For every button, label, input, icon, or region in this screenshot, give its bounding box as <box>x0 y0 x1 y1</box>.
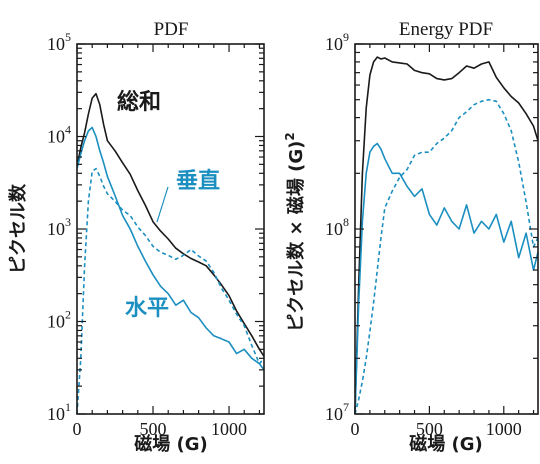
panel-pdf-ticks <box>76 43 264 415</box>
x-tick-label: 0 <box>351 419 360 439</box>
annotation-vertical-pointer <box>156 186 169 223</box>
panel-energy-pdf-xtick-labels: 0 500 1000 <box>351 419 522 439</box>
series-line-total-energy-pdf <box>354 56 539 415</box>
panel-energy-pdf-ylabel: ピクセル数 × 磁場 (G) <box>285 141 307 332</box>
y-tick-label-base: 10 <box>325 219 343 239</box>
panel-pdf-frame <box>76 43 265 415</box>
panel-pdf-xtick-labels: 0 500 1000 <box>73 419 248 439</box>
panel-energy-pdf-frame <box>354 43 539 415</box>
y-tick-label: 108 <box>325 215 349 239</box>
y-tick-label-exp: 2 <box>65 308 71 322</box>
annotation-total: 総和 <box>117 89 161 115</box>
y-tick-label-exp: 3 <box>65 215 71 229</box>
y-tick-label-base: 10 <box>47 34 65 54</box>
annotation-vertical: 垂直 <box>176 168 220 194</box>
panel-pdf-xlabel: 磁場 (G) <box>134 433 208 455</box>
y-tick-label: 107 <box>325 400 349 424</box>
annotation-horizontal: 水平 <box>125 296 169 321</box>
y-tick-label-base: 10 <box>47 404 65 424</box>
panel-pdf-ylabel: ピクセル数 <box>7 183 29 274</box>
panel-energy-pdf-title: Energy PDF <box>399 19 493 40</box>
y-tick-label-exp: 7 <box>343 400 349 414</box>
series-line-horizontal-pdf <box>76 126 265 371</box>
y-tick-label: 102 <box>47 308 71 332</box>
panel-pdf-series <box>76 92 265 415</box>
y-tick-label: 103 <box>47 215 71 239</box>
y-tick-label: 104 <box>47 123 71 147</box>
y-tick-label-exp: 5 <box>65 30 71 44</box>
series-line-horizontal-energy-pdf <box>354 142 539 415</box>
panel-energy-pdf-xlabel: 磁場 (G) <box>409 433 483 455</box>
x-tick-label: 500 <box>416 419 443 439</box>
y-tick-label: 105 <box>47 30 71 54</box>
panel-pdf-title: PDF <box>154 19 189 40</box>
panel-energy-pdf-ticks <box>354 43 538 415</box>
panel-energy-pdf-series <box>354 56 539 415</box>
y-tick-label-base: 10 <box>325 404 343 424</box>
series-line-vertical-energy-pdf <box>354 98 539 415</box>
panel-energy-pdf-ylabel-exp: 2 <box>283 132 297 140</box>
y-tick-label: 101 <box>47 400 71 424</box>
y-tick-label: 109 <box>325 30 349 54</box>
y-tick-label-base: 10 <box>47 219 65 239</box>
y-tick-label-base: 10 <box>325 34 343 54</box>
y-tick-label-base: 10 <box>47 127 65 147</box>
x-tick-label: 1000 <box>486 419 522 439</box>
y-tick-label-exp: 9 <box>343 30 349 44</box>
y-tick-label-base: 10 <box>47 312 65 332</box>
x-tick-label: 500 <box>140 419 167 439</box>
series-line-vertical-pdf <box>76 167 265 415</box>
x-tick-label: 0 <box>73 419 82 439</box>
x-tick-label: 1000 <box>211 419 247 439</box>
y-tick-label-exp: 4 <box>65 123 71 137</box>
svg-text:ピクセル数 × 磁場 (G)2: ピクセル数 × 磁場 (G)2 <box>283 132 307 331</box>
y-tick-label-exp: 1 <box>65 400 71 414</box>
series-line-total-pdf <box>76 92 265 357</box>
y-tick-label-exp: 8 <box>343 215 349 229</box>
